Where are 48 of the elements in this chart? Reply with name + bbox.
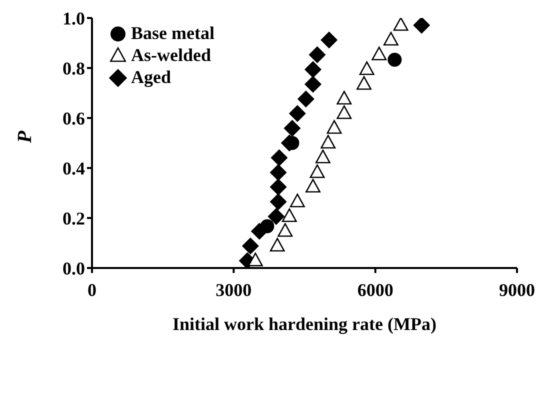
y-axis-title: P (14, 130, 36, 144)
legend-label: Base metal (131, 22, 214, 44)
point (278, 223, 293, 237)
point (290, 194, 305, 208)
y-tick-label: 0.4 (62, 158, 85, 178)
y-tick-label: 0.2 (62, 208, 85, 228)
point (284, 120, 301, 137)
point (413, 18, 430, 34)
y-tick-label: 0.6 (62, 108, 85, 128)
y-tick-label: 0.0 (62, 258, 85, 278)
point (315, 150, 330, 164)
legend-label: Aged (131, 66, 171, 88)
point (336, 90, 352, 105)
point (383, 32, 398, 46)
point (270, 164, 287, 181)
x-tick-label: 6000 (357, 280, 394, 300)
point (388, 52, 402, 67)
point (310, 164, 325, 178)
point (359, 61, 374, 76)
y-tick-label: 0.8 (62, 58, 85, 78)
point (320, 134, 336, 149)
point (393, 18, 408, 31)
point (268, 208, 284, 225)
legend-label: As-welded (131, 44, 211, 66)
point (308, 46, 326, 64)
x-tick-label: 3000 (216, 280, 252, 300)
point (270, 178, 287, 196)
point (304, 76, 322, 93)
point (270, 149, 288, 166)
point (270, 238, 285, 252)
point (356, 76, 372, 90)
x-tick-label: 9000 (499, 280, 535, 300)
point (270, 193, 287, 210)
point (336, 105, 352, 120)
point (304, 61, 322, 78)
point (242, 238, 259, 254)
point (326, 120, 342, 134)
point (248, 252, 263, 266)
point (298, 90, 314, 108)
point (260, 219, 274, 234)
point (306, 178, 320, 193)
point (289, 105, 306, 122)
x-tick-label: 0 (88, 280, 96, 300)
x-axis-title: Initial work hardening rate (MPa) (172, 314, 436, 334)
y-tick-label: 1.0 (62, 8, 85, 28)
point (372, 46, 387, 60)
point (320, 32, 338, 48)
point (282, 208, 297, 222)
